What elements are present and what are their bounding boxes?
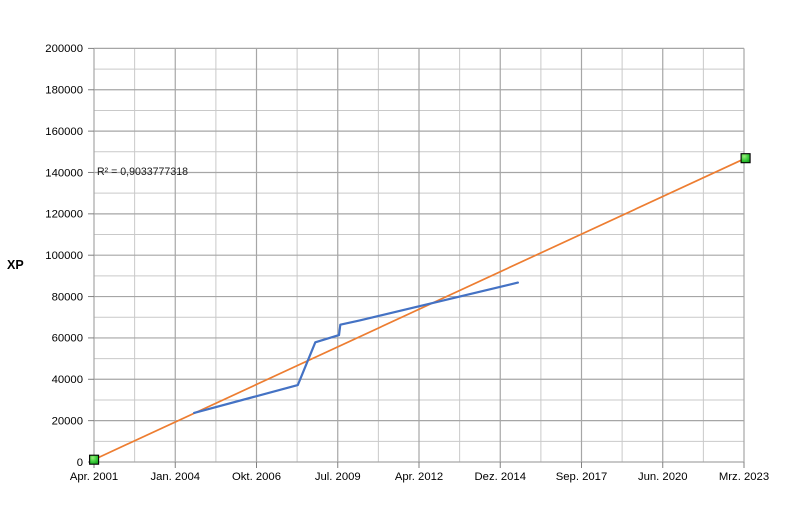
svg-text:160000: 160000: [45, 126, 83, 138]
svg-text:Mrz. 2023: Mrz. 2023: [719, 471, 769, 483]
svg-text:140000: 140000: [45, 167, 83, 179]
svg-text:Sep. 2017: Sep. 2017: [556, 471, 608, 483]
svg-text:80000: 80000: [52, 291, 83, 303]
svg-text:100000: 100000: [45, 250, 83, 262]
svg-text:Jan. 2004: Jan. 2004: [150, 471, 200, 483]
svg-text:120000: 120000: [45, 209, 83, 221]
svg-text:Dez. 2014: Dez. 2014: [475, 471, 527, 483]
svg-text:20000: 20000: [52, 415, 83, 427]
svg-text:XP: XP: [7, 258, 24, 272]
svg-text:Jun. 2020: Jun. 2020: [638, 471, 688, 483]
svg-text:Okt. 2006: Okt. 2006: [232, 471, 281, 483]
svg-text:200000: 200000: [45, 43, 83, 55]
svg-text:40000: 40000: [52, 374, 83, 386]
svg-text:R² = 0,9033777318: R² = 0,9033777318: [97, 166, 188, 178]
svg-text:0: 0: [77, 457, 83, 469]
svg-text:180000: 180000: [45, 85, 83, 97]
svg-text:Apr. 2001: Apr. 2001: [70, 471, 118, 483]
svg-text:60000: 60000: [52, 333, 83, 345]
svg-text:Apr. 2012: Apr. 2012: [395, 471, 443, 483]
svg-text:Jul. 2009: Jul. 2009: [315, 471, 361, 483]
